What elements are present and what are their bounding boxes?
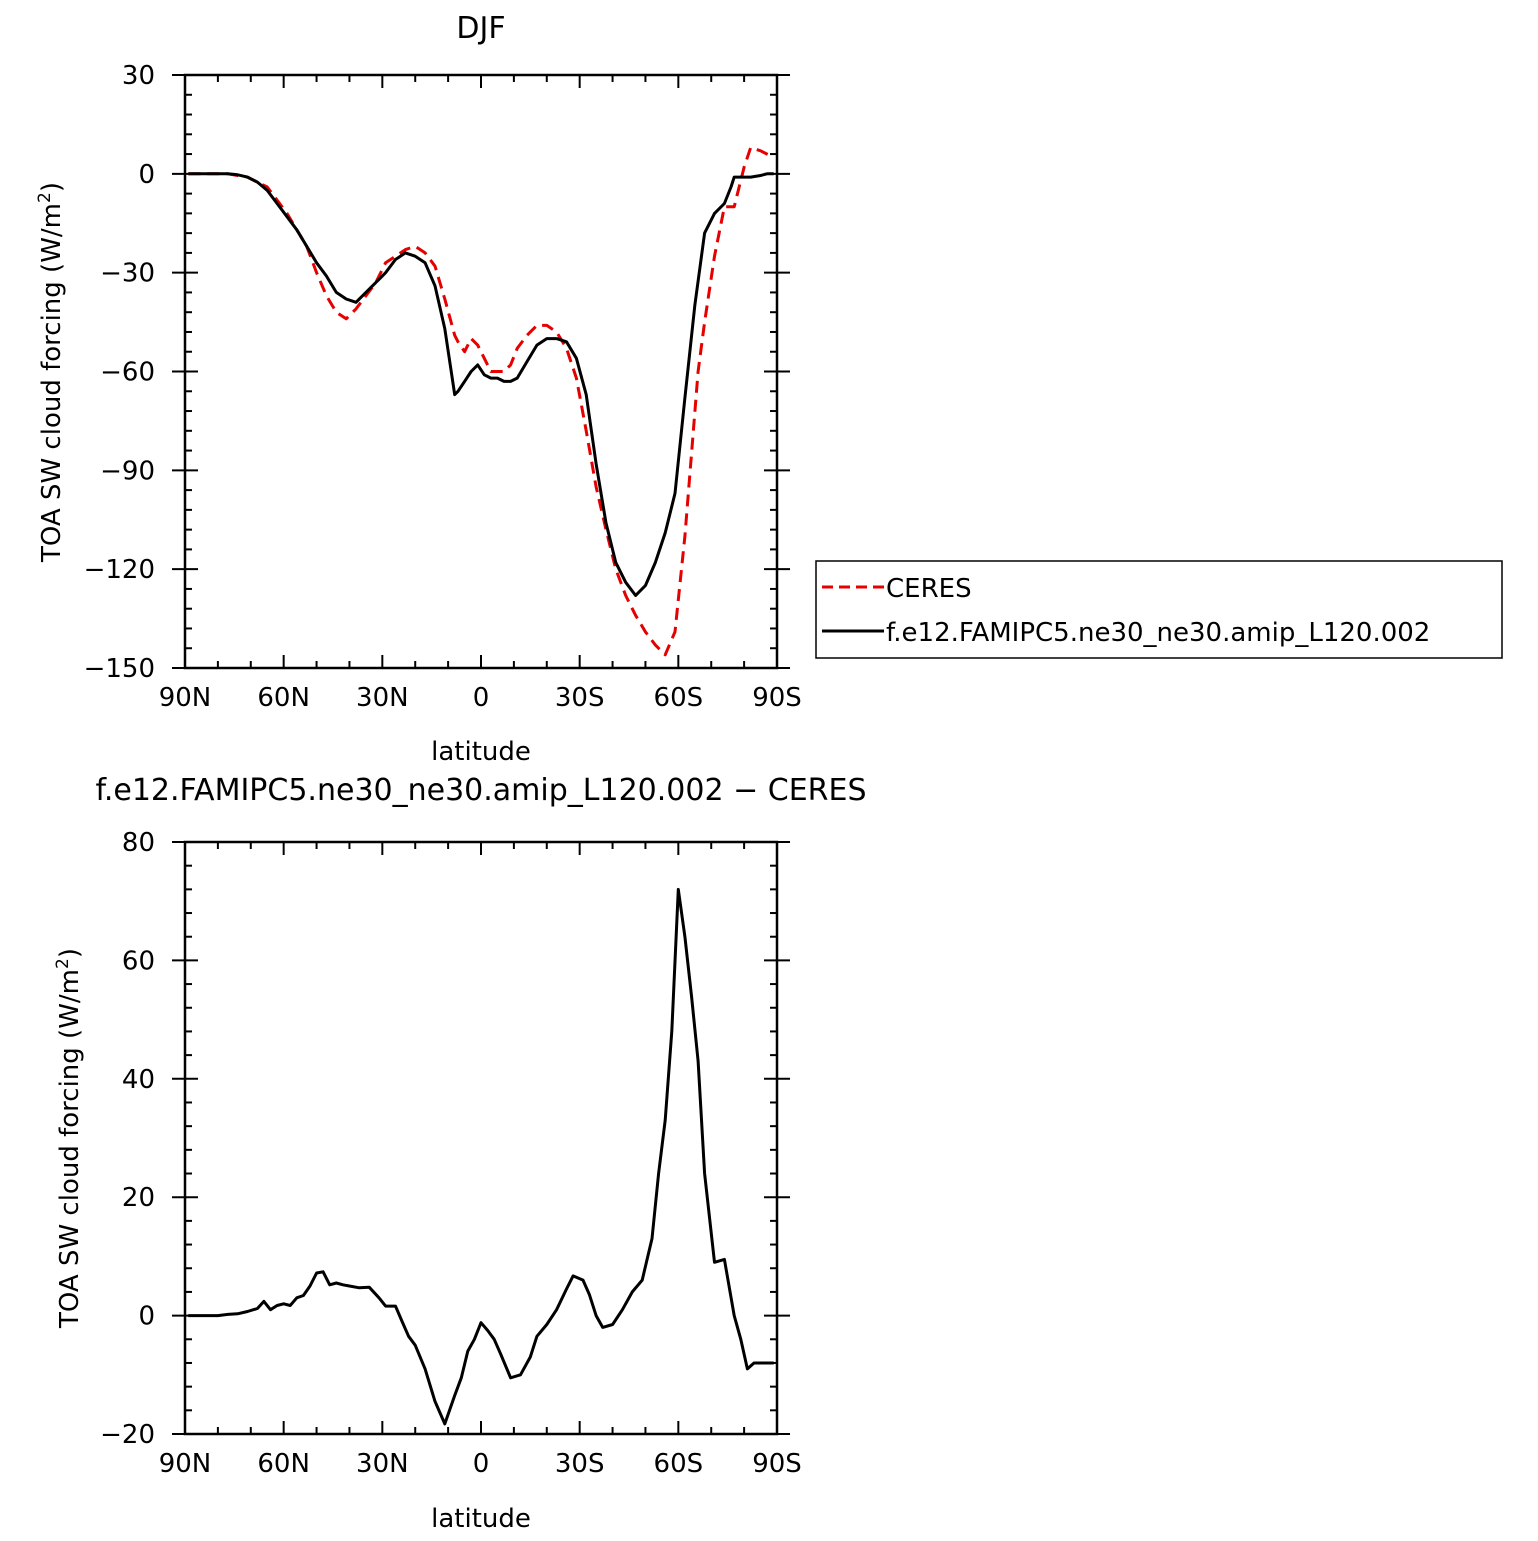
top-tick-labels: 90N 60N 30N 0 30S 60S 90S 30 0 −30 −60 −90 −120 −150 [84,61,802,713]
model-series-line [188,172,774,597]
top-x-axis-label: latitude [431,737,531,767]
x-tick-label: 60S [654,683,704,713]
x-tick-label: 0 [473,1449,490,1479]
bottom-x-axis-label: latitude [431,1504,531,1534]
y-tick-label: −20 [100,1420,155,1450]
x-tick-label: 60N [257,1449,310,1479]
y-tick-label: −120 [84,555,155,585]
y-tick-label: 30 [122,61,155,91]
x-tick-label: 0 [473,683,490,713]
ceres-series-line [188,146,775,657]
y-tick-label: 0 [138,160,155,190]
y-tick-label: −30 [100,259,155,289]
bottom-axis-ticks [172,841,790,1435]
x-tick-label: 30N [356,683,409,713]
y-tick-label: 80 [122,828,155,858]
x-tick-label: 90N [159,683,212,713]
y-tick-label: −150 [84,654,155,684]
bottom-y-axis-label: TOA SW cloud forcing (W/m2) [53,948,85,1329]
x-tick-label: 30N [356,1449,409,1479]
y-tick-label: 40 [122,1065,155,1095]
y-tick-label: 60 [122,946,155,976]
bottom-tick-labels: 90N 60N 30N 0 30S 60S 90S 80 60 40 20 0 −20 [100,828,802,1479]
x-tick-label: 30S [555,683,605,713]
legend-box [815,560,1503,659]
legend-ceres-label: CERES [886,574,972,604]
y-tick-label: 20 [122,1183,155,1213]
top-chart-title: DJF [456,11,505,46]
x-tick-label: 60S [654,1449,704,1479]
x-tick-label: 90S [752,683,802,713]
difference-panel: f.e12.FAMIPC5.ne30_ne30.amip_L120.002 − … [53,773,867,1534]
top-y-axis-label: TOA SW cloud forcing (W/m2) [35,182,67,563]
legend-model-label: f.e12.FAMIPC5.ne30_ne30.amip_L120.002 [886,618,1430,648]
y-tick-label: −60 [100,358,155,388]
bottom-series-lines [188,887,774,1426]
x-tick-label: 90S [752,1449,802,1479]
bottom-chart-title: f.e12.FAMIPC5.ne30_ne30.amip_L120.002 − … [95,773,866,808]
bottom-plot-frame [183,840,779,1436]
y-tick-label: −90 [100,456,155,486]
x-tick-label: 90N [159,1449,212,1479]
top-plot-frame [183,73,779,670]
x-tick-label: 60N [257,683,310,713]
difference-series-line [188,887,774,1426]
legend: CERES f.e12.FAMIPC5.ne30_ne30.amip_L120.… [815,560,1503,659]
top-series-lines [188,146,775,657]
djf-panel: DJF 90N 60N 30N 0 30S 60S 90S 30 0 −30 −60 −90 −120 −… [35,11,802,767]
x-tick-label: 30S [555,1449,605,1479]
y-tick-label: 0 [138,1302,155,1332]
